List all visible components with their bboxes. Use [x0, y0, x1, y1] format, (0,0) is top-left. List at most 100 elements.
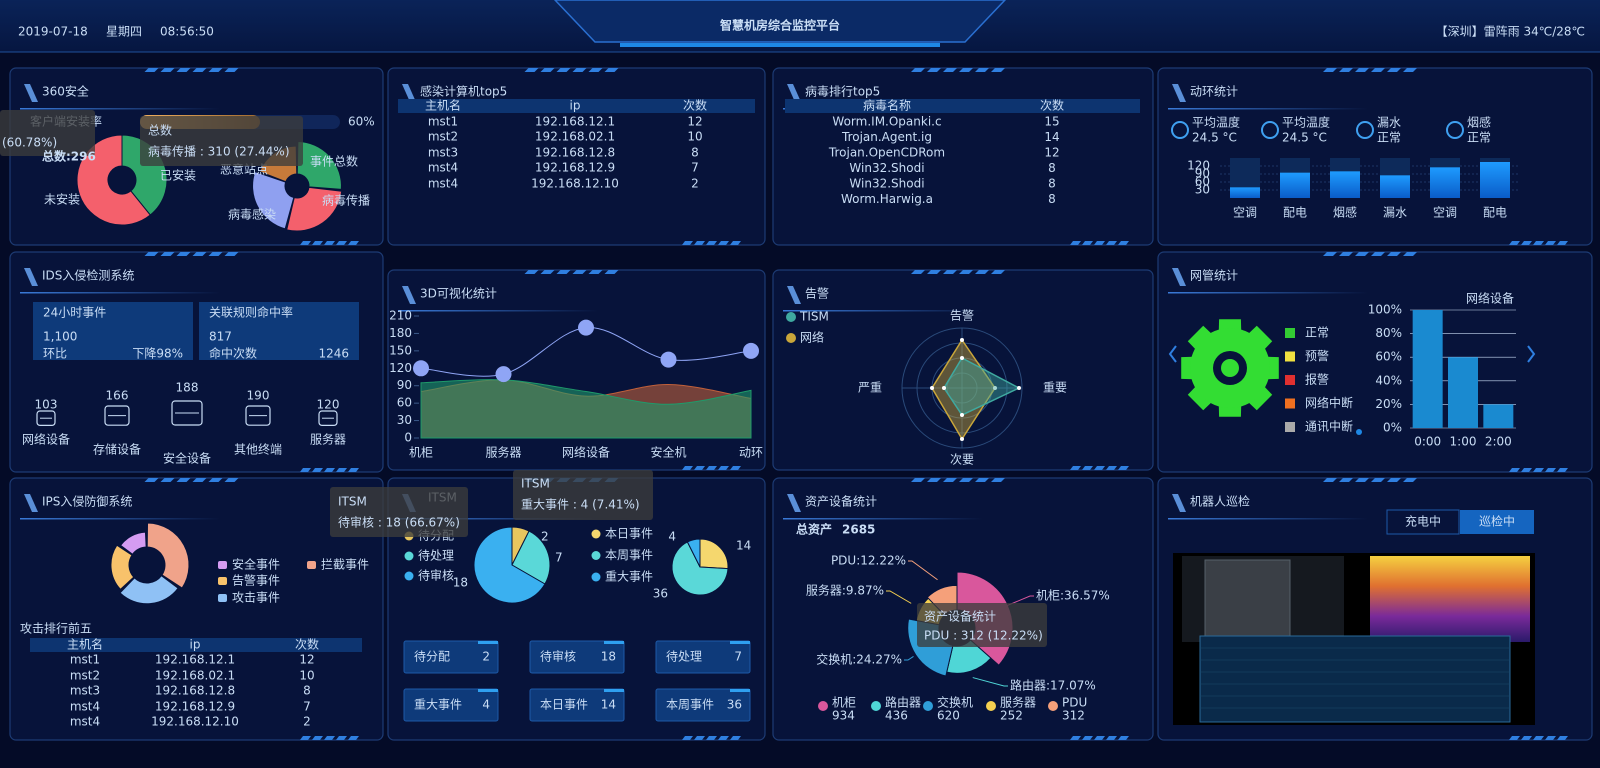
legend-swatch	[1048, 701, 1058, 711]
label-leader	[908, 560, 938, 581]
table-cell: mst2	[428, 130, 458, 144]
panel-title: 病毒排行top5	[805, 84, 880, 99]
itsm-button[interactable]	[403, 688, 499, 722]
nav-arrow-left[interactable]	[1168, 345, 1177, 363]
panel-stripe	[1371, 252, 1385, 256]
y-tick-label: 80%	[1375, 326, 1402, 340]
slice-value: 36	[653, 587, 668, 601]
panel-stripe	[943, 270, 957, 274]
legend-swatch	[1285, 351, 1295, 362]
pie-slice	[473, 526, 546, 604]
device-count: 120	[317, 398, 340, 412]
itsm-button[interactable]	[655, 688, 751, 722]
panel-stripe	[927, 270, 941, 274]
device-icon	[36, 410, 56, 426]
legend-label: 交换机	[937, 695, 973, 710]
table-cell: 192.168.12.10	[531, 177, 619, 191]
line-point	[660, 351, 677, 368]
itsm-button[interactable]	[655, 640, 751, 674]
radar-point	[942, 386, 946, 390]
time: 08:56:50	[160, 25, 214, 39]
panel-stripe	[1387, 478, 1401, 482]
panel-stripe	[348, 468, 359, 472]
itsm-button[interactable]	[529, 688, 625, 722]
slice-value: 2	[541, 530, 549, 544]
legend-swatch	[591, 529, 601, 539]
x-tick-label: 2:00	[1485, 435, 1512, 449]
legend-label: 通讯中断	[1305, 419, 1353, 434]
y-tick-label: 40%	[1375, 373, 1402, 387]
tooltip-text: 待审核 : 18 (66.67%)	[338, 515, 460, 530]
x-tick-label: 服务器	[485, 445, 521, 460]
label-leader	[904, 656, 914, 661]
gear-tooth	[1187, 385, 1213, 411]
button-corner	[478, 641, 498, 644]
page-title: 智慧机房综合监控平台	[719, 18, 840, 33]
panel-stripe	[144, 478, 159, 482]
panel-title: 360安全	[42, 84, 89, 99]
slice-label: 病毒感染	[228, 207, 276, 222]
itsm-button[interactable]	[403, 640, 499, 674]
title-underline	[398, 310, 598, 312]
panel-title: 动环统计	[1190, 85, 1238, 99]
x-tick-label: 配电	[1483, 206, 1507, 220]
panel-stripe	[208, 478, 223, 482]
panel-stripe	[1533, 241, 1544, 245]
panel-stripe	[1106, 241, 1117, 245]
panel-stripe	[144, 68, 159, 72]
panel-stripe	[336, 736, 347, 740]
nav-arrow-right[interactable]	[1527, 345, 1536, 363]
panel-stripe	[336, 468, 347, 472]
button-corner	[730, 641, 750, 644]
card-sub: 命中次数	[209, 346, 257, 361]
legend-swatch	[786, 312, 796, 322]
bar	[1448, 357, 1478, 428]
panel-stripe	[991, 478, 1005, 482]
title-mark	[1172, 84, 1186, 102]
panel-stripe	[1521, 468, 1532, 472]
robot-button[interactable]	[1460, 510, 1534, 534]
bar	[1430, 167, 1460, 198]
tooltip	[513, 470, 653, 520]
legend-swatch	[923, 701, 933, 711]
button-label: 待处理	[666, 650, 702, 664]
itsm-button[interactable]	[529, 640, 625, 674]
tooltip-title: ITSM	[338, 495, 367, 509]
legend-swatch	[591, 572, 601, 582]
camera-right	[1370, 556, 1530, 642]
table-cell: 7	[691, 161, 699, 175]
panel-stripe	[718, 241, 729, 245]
table-cell: 12	[687, 115, 702, 129]
panel-stripe	[1371, 478, 1385, 482]
table-cell: Worm.IM.Opanki.c	[832, 115, 941, 129]
table-cell: 14	[1044, 130, 1059, 144]
button-corner	[730, 689, 750, 692]
panel-stripe	[348, 736, 359, 740]
panel-title: IDS入侵检测系统	[42, 268, 134, 283]
panel-stripe	[959, 68, 973, 72]
title-mark	[787, 84, 801, 102]
title-mark	[787, 494, 801, 512]
device-name: 网络设备	[22, 432, 70, 447]
panel-stripe	[1509, 241, 1520, 245]
legend-swatch	[786, 333, 796, 343]
panel-stripe	[959, 478, 973, 482]
robot-button[interactable]	[1386, 509, 1460, 535]
legend-swatch	[404, 551, 414, 561]
tooltip	[0, 110, 95, 156]
panel-stripe	[1070, 466, 1081, 470]
panel-stripe	[224, 252, 239, 256]
env-label: 平均温度	[1192, 115, 1240, 130]
panel-stripe	[572, 68, 587, 72]
x-tick-label: 动环	[739, 446, 763, 460]
radar-point	[960, 338, 964, 342]
legend-label: 本周事件	[605, 548, 653, 562]
panel-stripe	[1094, 466, 1105, 470]
legend-value: 436	[885, 709, 908, 723]
legend-label: 预警	[1305, 348, 1329, 363]
slice-label: PDU:12.22%	[831, 554, 906, 568]
table-cell: 192.168.02.1	[155, 669, 235, 683]
panel-stripe	[524, 68, 539, 72]
table-cell: 8	[1048, 177, 1056, 191]
env-label: 漏水	[1377, 116, 1401, 130]
